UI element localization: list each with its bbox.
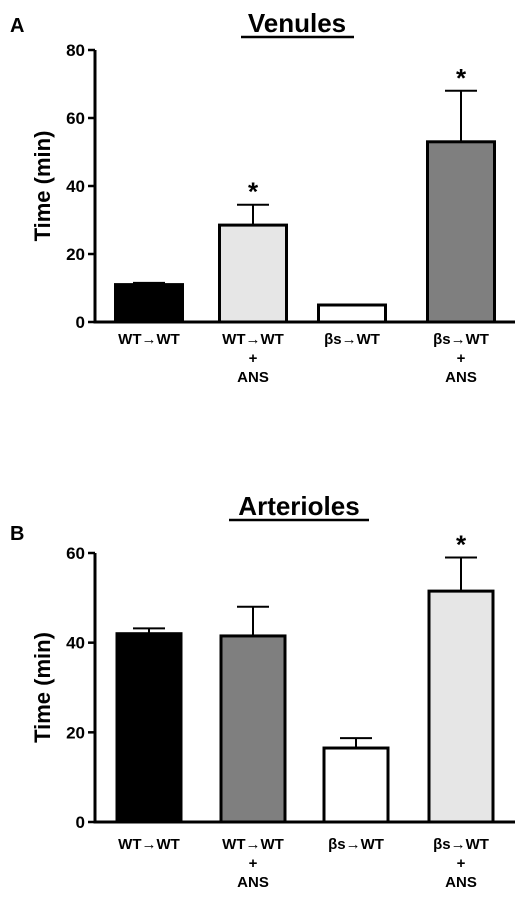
bar xyxy=(426,140,496,324)
x-tick-label: ANS xyxy=(237,874,269,891)
x-tick-label: ANS xyxy=(445,874,477,891)
panel-b: B Arterioles Time (min) 0 20 40 60 WT→WT WT→WT + A… xyxy=(10,491,515,891)
y-tick-label: 20 xyxy=(66,245,85,264)
y-tick-label: 20 xyxy=(66,723,85,742)
panel-letter: A xyxy=(10,15,24,37)
bar xyxy=(322,746,390,824)
x-tick-label: WT→WT xyxy=(118,331,180,348)
y-tick-label: 40 xyxy=(66,634,85,653)
significance-star: * xyxy=(456,529,467,559)
x-tick-label: WT→WT xyxy=(118,836,180,853)
y-tick-label: 80 xyxy=(66,41,85,60)
panel-a: A Venules Time (min) 0 20 40 60 80 WT→WT * WT→WT + A… xyxy=(10,8,515,386)
x-tick-label: WT→WT xyxy=(222,331,284,348)
bar xyxy=(427,589,495,824)
y-axis-label: Time (min) xyxy=(30,131,55,242)
y-axis-label: Time (min) xyxy=(30,632,55,743)
x-tick-label: βs→WT xyxy=(433,836,489,853)
bar xyxy=(218,223,288,324)
y-tick-label: 60 xyxy=(66,109,85,128)
x-tick-label: + xyxy=(249,855,258,872)
x-tick-label: βs→WT xyxy=(328,836,384,853)
chart-title: Arterioles xyxy=(238,491,359,521)
bar xyxy=(115,632,183,824)
bar xyxy=(219,634,287,824)
x-tick-label: WT→WT xyxy=(222,836,284,853)
y-tick-label: 0 xyxy=(76,813,85,832)
x-tick-label: + xyxy=(457,855,466,872)
x-tick-label: βs→WT xyxy=(433,331,489,348)
x-tick-label: ANS xyxy=(445,369,477,386)
chart-title: Venules xyxy=(248,8,346,38)
panel-letter: B xyxy=(10,523,24,545)
y-tick-label: 40 xyxy=(66,177,85,196)
x-tick-label: ANS xyxy=(237,369,269,386)
y-tick-label: 60 xyxy=(66,544,85,563)
significance-star: * xyxy=(248,177,259,207)
x-tick-label: + xyxy=(457,350,466,367)
significance-star: * xyxy=(456,63,467,93)
x-tick-label: βs→WT xyxy=(324,331,380,348)
bar xyxy=(317,303,387,324)
bar xyxy=(114,283,184,324)
x-tick-label: + xyxy=(249,350,258,367)
y-tick-label: 0 xyxy=(76,313,85,332)
